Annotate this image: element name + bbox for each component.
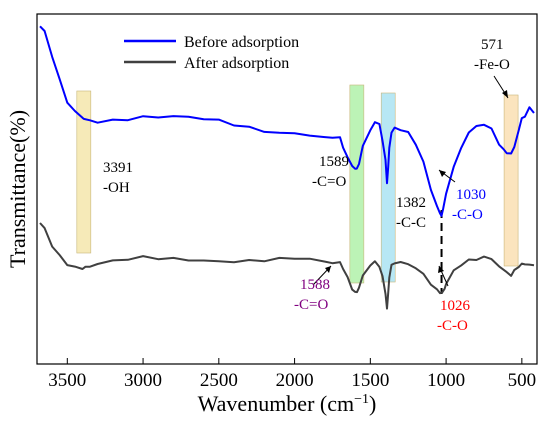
- plot-frame: [36, 13, 538, 365]
- x-axis-ticks: 3500 3000 2500 2000 1500 1000 500: [48, 358, 536, 391]
- arrowhead-1026: [438, 266, 444, 273]
- x-tick-label: 1500: [351, 370, 389, 391]
- x-axis-title: Wavenumber (cm−1): [198, 391, 377, 416]
- x-tick-label: 500: [508, 370, 537, 391]
- annotation-1589-group: -C=O: [312, 174, 346, 190]
- annotations: 3391 -OH 1589 -C=O 1382 -C-C 1030 -C-O 5…: [103, 37, 510, 334]
- annotation-3391-group: -OH: [103, 180, 130, 196]
- annotation-1588-group: -C=O: [294, 297, 328, 313]
- series-line-before: [39, 25, 535, 217]
- arrowhead-1588: [325, 266, 331, 273]
- annotation-3391-number: 3391: [103, 160, 133, 176]
- annotation-1588-number: 1588: [300, 277, 330, 293]
- legend-label-before: Before adsorption: [184, 34, 299, 51]
- x-tick-label: 2000: [276, 370, 314, 391]
- arrowhead-1030: [439, 170, 446, 177]
- y-axis-title: Transmittance(%): [5, 110, 30, 268]
- series-line-after: [39, 222, 535, 310]
- series-layer: [39, 25, 535, 310]
- legend: Before adsorption After adsorption: [124, 34, 299, 72]
- arrowhead-571: [502, 90, 508, 98]
- highlight-band-1589: [349, 84, 365, 284]
- x-tick-label: 3500: [48, 370, 86, 391]
- annotation-1030-group: -C-O: [452, 207, 483, 223]
- annotation-1026-group: -C-O: [437, 318, 468, 334]
- annotation-571-number: 571: [481, 37, 504, 53]
- highlight-band-571: [503, 94, 519, 267]
- highlight-band-3391: [76, 90, 92, 254]
- highlight-band-1382: [380, 92, 396, 283]
- annotation-1589-number: 1589: [319, 154, 349, 170]
- legend-label-after: After adsorption: [184, 55, 289, 72]
- annotation-1382-number: 1382: [396, 195, 426, 211]
- highlight-bands: [76, 84, 519, 284]
- x-tick-label: 1000: [427, 370, 465, 391]
- annotation-1382-group: -C-C: [396, 215, 426, 231]
- annotation-571-group: -Fe-O: [474, 57, 510, 73]
- annotation-1030-number: 1030: [456, 187, 486, 203]
- x-tick-label: 3000: [124, 370, 162, 391]
- annotation-1026-number: 1026: [440, 298, 471, 314]
- x-tick-label: 2500: [200, 370, 238, 391]
